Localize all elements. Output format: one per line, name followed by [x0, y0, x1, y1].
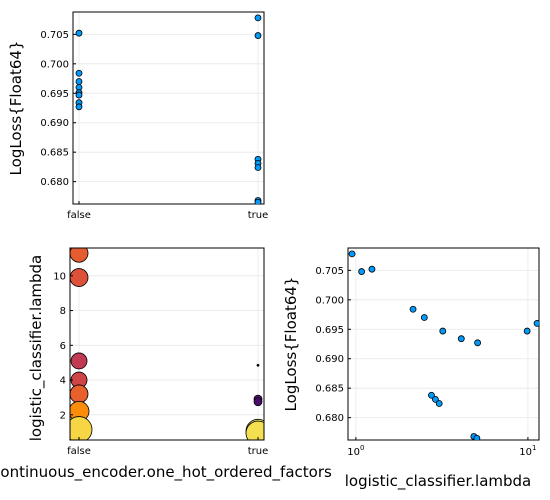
data-point	[358, 268, 366, 275]
y-tick-label: 0.690	[315, 354, 344, 365]
data-point	[254, 198, 262, 204]
y-tick-label: 0.680	[315, 413, 344, 424]
y-tick-label: 0.705	[40, 30, 69, 41]
y-axis-label-bottom-left: logistic_classifier.lambda	[27, 255, 46, 442]
data-point	[256, 363, 260, 367]
y-tick-label: 0.685	[40, 148, 69, 159]
data-point	[533, 319, 539, 327]
y-tick-label: 0.695	[315, 325, 344, 336]
data-point	[523, 327, 531, 335]
plot-frame-bottom-right	[347, 247, 540, 441]
x-tick-label: true	[248, 210, 269, 221]
plot-frame-top-left	[72, 11, 265, 205]
y-axis-label-top-left: LogLoss{Float64}	[7, 41, 25, 176]
x-tick-label: false	[67, 446, 91, 457]
y-tick-label: 8	[60, 306, 66, 317]
x-axis-label-bottom-right: logistic_classifier.lambda	[345, 472, 532, 491]
x-tick-label: 101	[519, 444, 536, 458]
data-point	[75, 91, 83, 99]
data-point	[473, 434, 481, 440]
data-point	[75, 78, 83, 85]
x-tick-label: false	[67, 210, 91, 221]
data-point	[253, 397, 263, 407]
plot-frame-bottom-left	[69, 247, 265, 441]
x-tick-label: true	[248, 446, 269, 457]
data-point	[70, 248, 89, 263]
data-point	[70, 352, 88, 370]
y-tick-label: 0.695	[40, 89, 69, 100]
data-point	[368, 265, 376, 273]
y-tick-label: 0.700	[315, 295, 344, 306]
y-tick-label: 10	[53, 271, 66, 282]
data-point	[432, 395, 439, 403]
data-point	[474, 339, 482, 347]
data-point	[254, 164, 262, 171]
y-tick-label: 4	[60, 376, 66, 387]
y-tick-label: 0.685	[315, 384, 344, 395]
x-axis-label-bottom-left: continuous_encoder.one_hot_ordered_facto…	[0, 463, 332, 482]
data-point	[70, 384, 89, 404]
data-point	[75, 103, 83, 111]
data-point	[254, 32, 262, 39]
y-axis-label-bottom-right: LogLoss{Float64}	[282, 277, 300, 412]
y-tick-label: 0.690	[40, 118, 69, 129]
y-tick-label: 6	[60, 341, 66, 352]
panel-bottom-right: 0.680 0.685 0.690 0.695 0.700 0.705 100 101 Log…	[282, 247, 540, 491]
y-tick-label: 0.700	[40, 59, 69, 70]
data-point	[439, 327, 447, 335]
data-point	[348, 250, 356, 258]
data-point	[70, 416, 93, 440]
x-tick-label: 100	[347, 444, 364, 458]
y-tick-label: 0.705	[315, 266, 344, 277]
data-point	[435, 400, 443, 407]
data-point	[254, 14, 262, 22]
data-point	[409, 305, 417, 313]
data-point	[75, 29, 83, 37]
y-tick-label: 0.680	[40, 177, 69, 188]
data-point	[245, 420, 264, 440]
data-point	[75, 69, 83, 77]
data-point	[457, 335, 465, 343]
data-point	[70, 268, 89, 287]
data-point	[428, 391, 435, 399]
panel-bottom-left: 2 4 6 8 10 false true logistic_classifier.lamb…	[0, 247, 332, 482]
y-tick-label: 2	[60, 410, 66, 421]
data-point	[420, 314, 428, 321]
